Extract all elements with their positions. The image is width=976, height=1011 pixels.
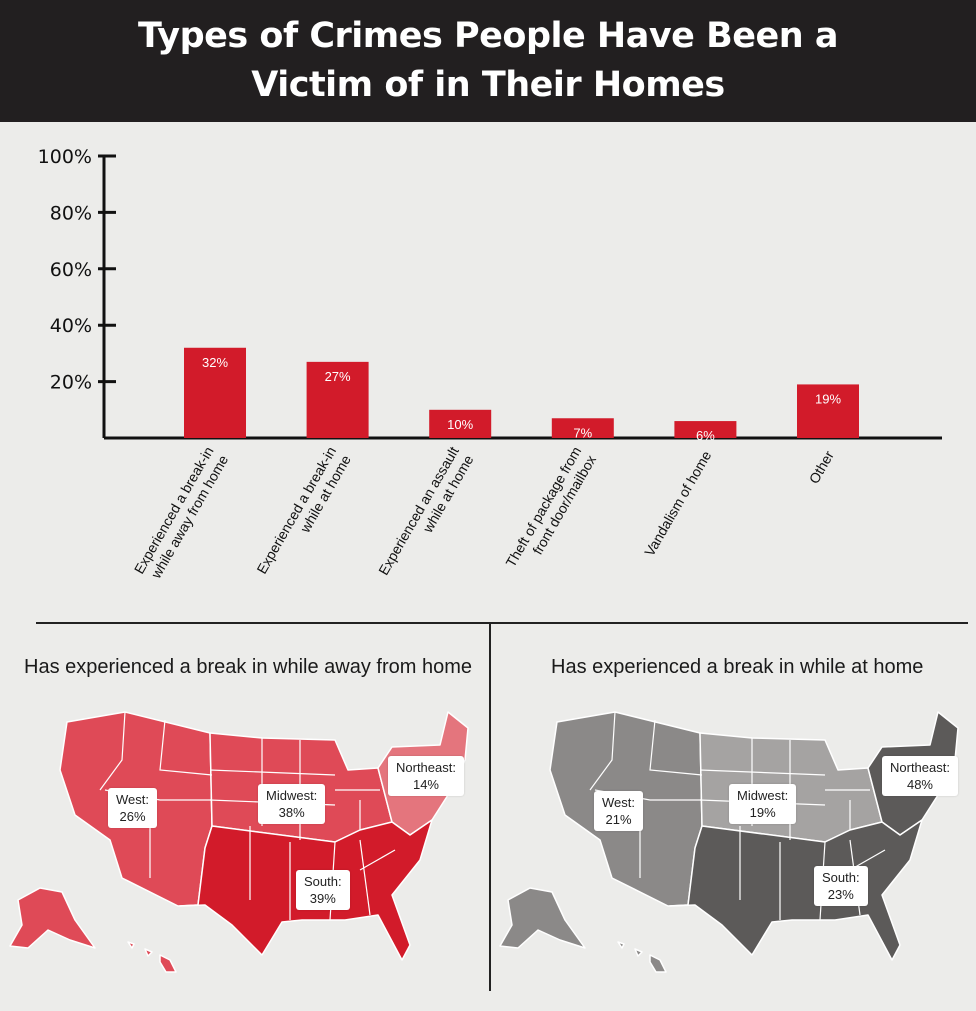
map-title-home: Has experienced a break in while at home (551, 656, 924, 678)
map-label-south-away: South: 39% (296, 870, 350, 910)
title-line-2: Victim of in Their Homes (251, 65, 725, 105)
map-label-west-away: West: 26% (108, 788, 157, 828)
map-label-midwest-home: Midwest: 19% (729, 784, 797, 824)
away-region-hawaii-3 (159, 954, 177, 973)
bar (429, 409, 492, 438)
away-state-border (359, 849, 396, 871)
map-label-south-home: South: 23% (814, 866, 868, 906)
y-tick-label: 60% (50, 259, 92, 281)
away-state-border (99, 711, 126, 791)
bar (184, 347, 246, 438)
header-banner: Types of Crimes People Have Been a Victi… (0, 0, 976, 122)
bar (306, 361, 369, 438)
page-title: Types of Crimes People Have Been a Victi… (0, 12, 976, 110)
home-state-border (589, 711, 616, 791)
away-state-border (159, 719, 213, 776)
y-tick-label: 100% (38, 146, 92, 168)
home-map (499, 711, 959, 973)
map-label-northeast-home: Northeast: 48% (882, 756, 958, 796)
bar-chart: 20%40%60%80%100%32%Experienced a break-i… (38, 146, 942, 582)
away-region-hawaii-1 (127, 941, 135, 949)
map-label-midwest-away: Midwest: 38% (258, 784, 326, 824)
map-label-northeast-away: Northeast: 14% (388, 756, 464, 796)
bar (551, 418, 614, 438)
home-region-hawaii-2 (634, 948, 643, 957)
home-region-hawaii-1 (617, 941, 625, 949)
bar-value-label: 27% (325, 369, 351, 384)
bar-value-label: 19% (815, 391, 841, 406)
bar (797, 384, 859, 438)
away-map (9, 711, 469, 973)
y-tick-label: 80% (50, 202, 92, 224)
bar-value-label: 10% (447, 417, 473, 432)
bar-value-label: 32% (202, 355, 228, 370)
home-region-hawaii-3 (649, 954, 667, 973)
bar (674, 421, 737, 438)
map-label-west-home: West: 21% (594, 791, 643, 831)
panel-divider (489, 623, 491, 991)
y-tick-label: 20% (50, 372, 92, 394)
bar-value-label: 6% (696, 428, 715, 443)
home-state-border (649, 719, 703, 776)
y-tick-label: 40% (50, 315, 92, 337)
home-region-south (669, 819, 923, 961)
bar-value-label: 7% (573, 425, 592, 440)
away-region-alaska (9, 887, 96, 949)
home-state-border (699, 769, 826, 776)
section-divider (36, 622, 968, 624)
title-line-1: Types of Crimes People Have Been a (138, 16, 838, 56)
map-title-away: Has experienced a break in while away fr… (24, 656, 472, 678)
away-region-hawaii-2 (144, 948, 153, 957)
away-state-border (209, 769, 336, 776)
away-state-border (359, 839, 371, 916)
home-region-alaska (499, 887, 586, 949)
